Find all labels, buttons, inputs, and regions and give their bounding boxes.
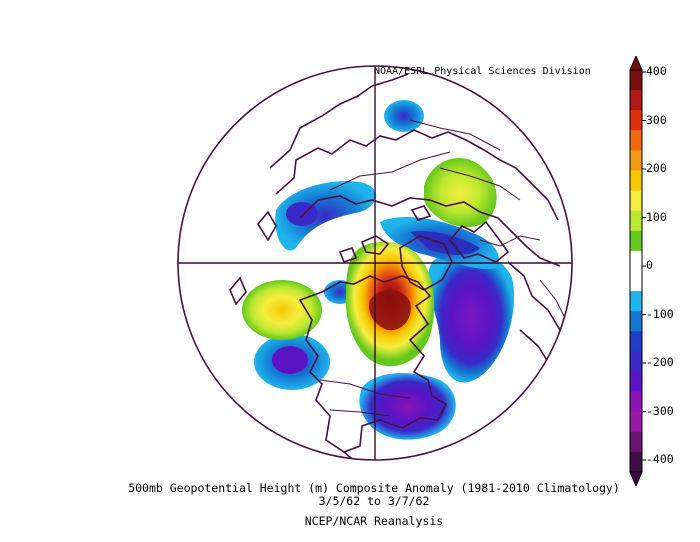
colorbar-segment: [630, 90, 642, 111]
colorbar-segment: [630, 411, 642, 433]
positive-anomaly-pacific: [242, 280, 322, 340]
map-boundary: [177, 65, 573, 461]
colorbar-segment: [630, 451, 642, 473]
political-borders: [319, 119, 567, 417]
colorbar-segment: [630, 190, 642, 212]
negative-anomaly-north-atlantic: [427, 251, 515, 383]
positive-anomaly-arctic-canada: [345, 241, 435, 367]
caption-title: 500mb Geopotential Height (m) Composite …: [128, 481, 620, 495]
colorbar-tick-label: 200: [646, 161, 667, 175]
anomaly-field: [242, 100, 515, 440]
colorbar-segment: [630, 170, 642, 192]
colorbar-segment: [630, 150, 642, 171]
colorbar-segment: [630, 391, 642, 413]
colorbar-tick-label: 400: [646, 64, 667, 78]
colorbar-tick-label: 100: [646, 209, 667, 224]
colorbar-segment: [630, 351, 642, 372]
colorbar-segment: [630, 371, 642, 393]
colorbar: [629, 56, 646, 486]
colorbar-segment: [630, 110, 642, 131]
colorbar-tick-label: -300: [646, 403, 674, 418]
colorbar-segment: [630, 130, 642, 151]
negative-anomaly-eastern-us: [359, 373, 456, 440]
colorbar-segment: [630, 271, 642, 292]
colorbar-segment: [630, 311, 642, 332]
caption-date-range: 3/5/62 to 3/7/62: [318, 494, 430, 508]
colorbar-segment: [630, 331, 642, 352]
colorbar-segment: [630, 70, 642, 91]
colorbar-segment: [630, 250, 642, 272]
positive-anomaly-siberia: [424, 158, 497, 228]
colorbar-segment: [630, 210, 642, 232]
caption-source: NCEP/NCAR Reanalysis: [304, 514, 444, 528]
negative-anomaly-europe-north: [384, 100, 424, 132]
negative-anomaly-east-siberia: [275, 181, 377, 251]
credit-text: NOAA/ESRL Physical Sciences Division: [374, 66, 591, 77]
map-grid-lines: [178, 66, 572, 460]
colorbar-tick-label: 300: [646, 112, 667, 127]
colorbar-tick-label: -400: [646, 452, 674, 466]
colorbar-upper-arrow: [629, 56, 643, 71]
colorbar-tick-label: -200: [646, 355, 674, 369]
colorbar-segment: [630, 291, 642, 312]
colorbar-segment: [630, 431, 642, 453]
colorbar-frame: [629, 69, 643, 473]
colorbar-tick-label: -100: [646, 306, 674, 321]
colorbar-segment: [630, 230, 642, 252]
colorbar-tick-label: 0: [646, 258, 653, 272]
